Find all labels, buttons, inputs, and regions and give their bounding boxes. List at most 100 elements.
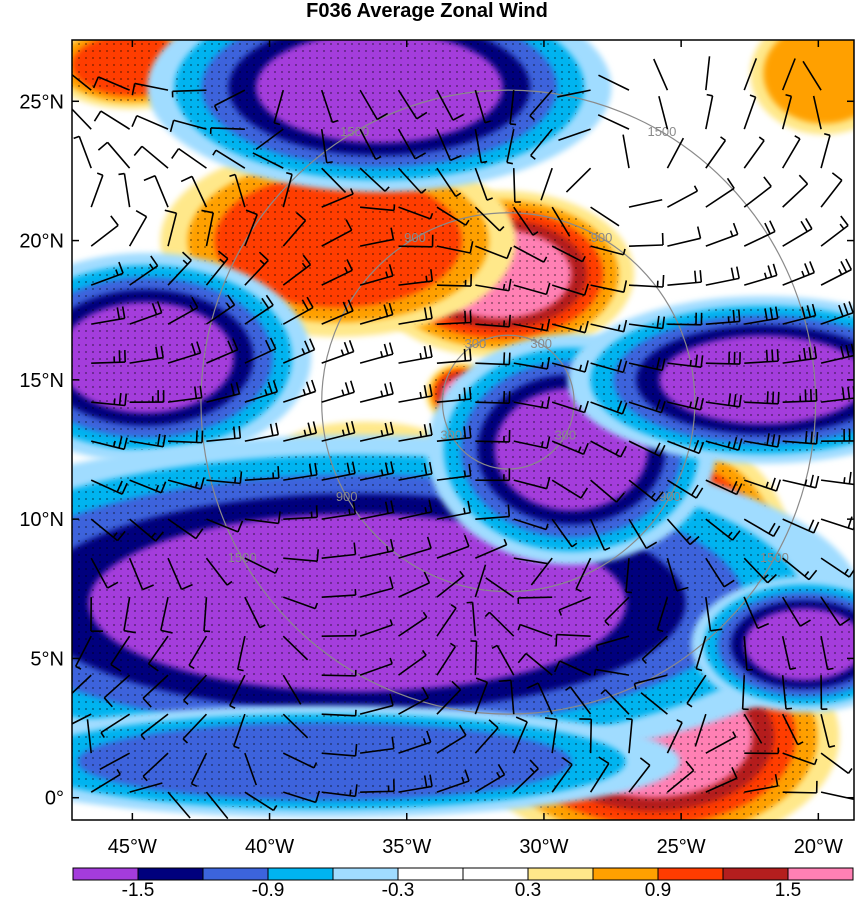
wind-barb-staff <box>205 212 215 247</box>
wind-barb-flag <box>180 175 193 183</box>
wind-barb-flag <box>555 634 558 647</box>
wind-barb-flag <box>847 768 853 774</box>
wind-barb-flag <box>133 145 143 157</box>
wind-barb-staff <box>173 119 207 130</box>
wind-barb <box>321 340 355 364</box>
wind-barb-flag <box>235 382 241 395</box>
wind-barb <box>782 780 818 794</box>
wind-barb-flag <box>541 361 544 369</box>
wind-barb <box>252 152 284 169</box>
wind-barb-staff <box>134 82 169 91</box>
wind-region-positive <box>750 40 854 135</box>
wind-barb-flag <box>685 760 695 772</box>
wind-barb <box>359 736 395 754</box>
wind-barb <box>129 479 167 494</box>
wind-barb-flag <box>182 259 189 265</box>
wind-barb-flag <box>340 349 345 356</box>
wind-barb-staff <box>513 440 548 450</box>
wind-barb-flag <box>160 345 164 358</box>
wind-barb-staff <box>397 128 416 160</box>
wind-barb-staff <box>537 682 553 715</box>
wind-barb <box>92 76 130 91</box>
wind-barb <box>72 674 92 695</box>
wind-barb-staff <box>436 321 471 325</box>
wind-barb <box>590 440 627 458</box>
wind-barb-flag <box>352 501 357 515</box>
wind-barb-staff <box>589 719 593 754</box>
wind-barb-staff <box>820 713 830 748</box>
wind-barb <box>517 652 553 676</box>
wind-barb-staff <box>283 557 318 563</box>
wind-barb-staff <box>820 479 854 486</box>
wind-barb-staff <box>90 773 121 793</box>
wind-barb-staff <box>506 128 515 163</box>
wind-barb-flag <box>617 359 623 372</box>
colorbar-label: -1.5 <box>122 880 155 900</box>
wind-barb <box>474 167 493 201</box>
wind-barb-staff <box>513 479 547 490</box>
wind-barb-flag <box>737 438 743 451</box>
wind-barb-flag <box>772 263 778 276</box>
wind-barb <box>743 518 781 537</box>
wind-barb-flag <box>517 652 527 664</box>
wind-barb-flag <box>123 437 128 450</box>
wind-barb <box>475 429 511 443</box>
wind-barb <box>90 172 104 208</box>
wind-barb-staff <box>321 713 356 717</box>
wind-barb-flag <box>191 782 198 788</box>
wind-barb-staff <box>78 136 92 169</box>
wind-barb <box>781 635 797 671</box>
wind-barb <box>359 89 389 121</box>
wind-barb-flag <box>232 426 236 439</box>
wind-barb <box>93 110 131 130</box>
wind-barb <box>475 352 511 366</box>
colorbar-swatch <box>202 867 269 881</box>
wind-barb-flag <box>286 171 293 176</box>
wind-barb-flag <box>475 677 488 684</box>
wind-barb-staff <box>206 349 239 364</box>
wind-barb-flag <box>468 425 472 438</box>
wind-barb <box>167 385 203 403</box>
wind-barb-flag <box>600 689 606 695</box>
wind-barb <box>110 635 131 672</box>
wind-barb <box>282 171 293 208</box>
wind-barb-flag <box>813 521 820 534</box>
wind-barb-flag <box>622 360 628 373</box>
wind-barb <box>73 135 92 169</box>
wind-barb-flag <box>615 448 620 455</box>
wind-barb-flag <box>695 487 704 499</box>
wind-barb-staff <box>136 114 169 130</box>
wind-barb <box>782 431 819 445</box>
wind-barb-staff <box>436 689 462 715</box>
wind-barb-flag <box>772 525 781 537</box>
wind-barb <box>205 250 229 286</box>
wind-barb-staff <box>666 479 697 499</box>
wind-barb-staff <box>397 167 423 194</box>
wind-barb-flag <box>385 545 389 553</box>
wind-barb-flag <box>578 364 583 371</box>
wind-barb-flag <box>315 505 319 518</box>
wind-barb-staff <box>359 624 393 637</box>
wind-contour-fill <box>763 40 854 124</box>
wind-barb <box>90 261 124 286</box>
wind-barb-staff <box>282 219 307 247</box>
wind-barb-flag <box>507 504 511 517</box>
wind-barb <box>498 679 515 715</box>
wind-barb-staff <box>513 401 548 410</box>
x-tick-label: 25°W <box>657 836 706 858</box>
wind-barb <box>282 296 314 325</box>
range-ring-label: 900 <box>591 230 613 245</box>
wind-barb-flag <box>380 429 384 437</box>
wind-barb-flag <box>421 649 427 656</box>
wind-barb-staff <box>205 258 229 286</box>
wind-barb-flag <box>115 269 119 276</box>
wind-barb-flag <box>301 262 307 269</box>
wind-barb-staff <box>160 596 169 631</box>
wind-barb-flag <box>532 231 539 236</box>
wind-barb-flag <box>346 259 353 271</box>
colorbar-swatch <box>592 867 659 881</box>
wind-barb-flag <box>384 186 390 192</box>
wind-barb <box>622 134 630 169</box>
wind-barb <box>233 713 246 749</box>
wind-barb-flag <box>757 622 770 630</box>
